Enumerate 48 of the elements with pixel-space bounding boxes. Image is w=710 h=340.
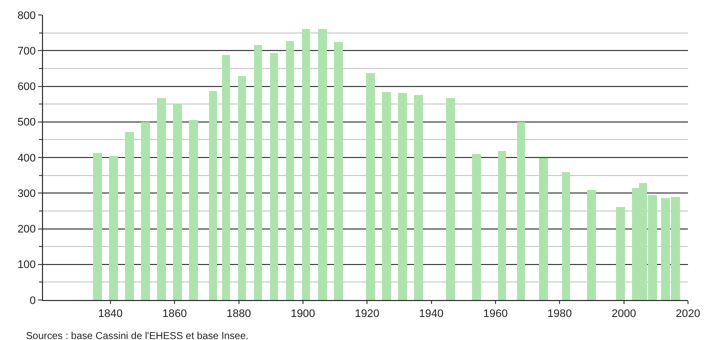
bar <box>173 104 182 300</box>
bar <box>616 207 625 300</box>
y-tick-label: 500 <box>17 116 36 129</box>
y-tick-label: 700 <box>17 45 36 58</box>
x-tick-label: 1920 <box>354 308 380 320</box>
x-tick-label: 1840 <box>98 308 123 320</box>
bar <box>498 151 506 300</box>
bar <box>141 122 150 300</box>
y-tick-label: 400 <box>17 152 36 164</box>
bar <box>157 98 166 300</box>
y-tick-label: 200 <box>17 224 36 236</box>
bar <box>254 45 262 300</box>
x-tick-label: 2020 <box>676 308 700 320</box>
bar <box>109 156 118 300</box>
x-tick-label: 1880 <box>226 308 251 320</box>
bar <box>93 153 102 300</box>
bar <box>270 53 278 300</box>
y-tick-label: 800 <box>17 10 36 22</box>
bar <box>238 76 246 300</box>
bar <box>587 190 596 300</box>
bar <box>209 91 217 300</box>
bar <box>539 158 548 300</box>
x-tick-label: 1900 <box>290 308 316 320</box>
bar <box>222 55 230 300</box>
bar <box>125 132 134 300</box>
bar <box>562 172 570 300</box>
y-tick-label: 600 <box>17 81 36 94</box>
x-tick-label: 2000 <box>612 308 636 320</box>
y-tick-label: 0 <box>30 294 36 307</box>
bar <box>302 29 310 300</box>
bar <box>382 92 391 300</box>
bar <box>334 42 343 300</box>
bar <box>414 95 423 300</box>
bar <box>472 154 481 300</box>
bar <box>398 93 407 300</box>
x-tick-label: 1980 <box>547 308 572 320</box>
bar <box>286 41 294 300</box>
bar <box>366 73 375 300</box>
bar <box>517 122 525 300</box>
bar <box>446 98 455 300</box>
y-tick-label: 100 <box>17 259 36 272</box>
bar <box>318 29 327 300</box>
bar <box>189 120 198 300</box>
x-tick-label: 1940 <box>419 308 444 320</box>
x-tick-label: 1960 <box>483 308 508 320</box>
source-note: Sources : base Cassini de l'EHESS et base Insee. <box>26 331 249 340</box>
x-tick-label: 1860 <box>162 308 187 320</box>
y-tick-label: 300 <box>17 188 36 200</box>
